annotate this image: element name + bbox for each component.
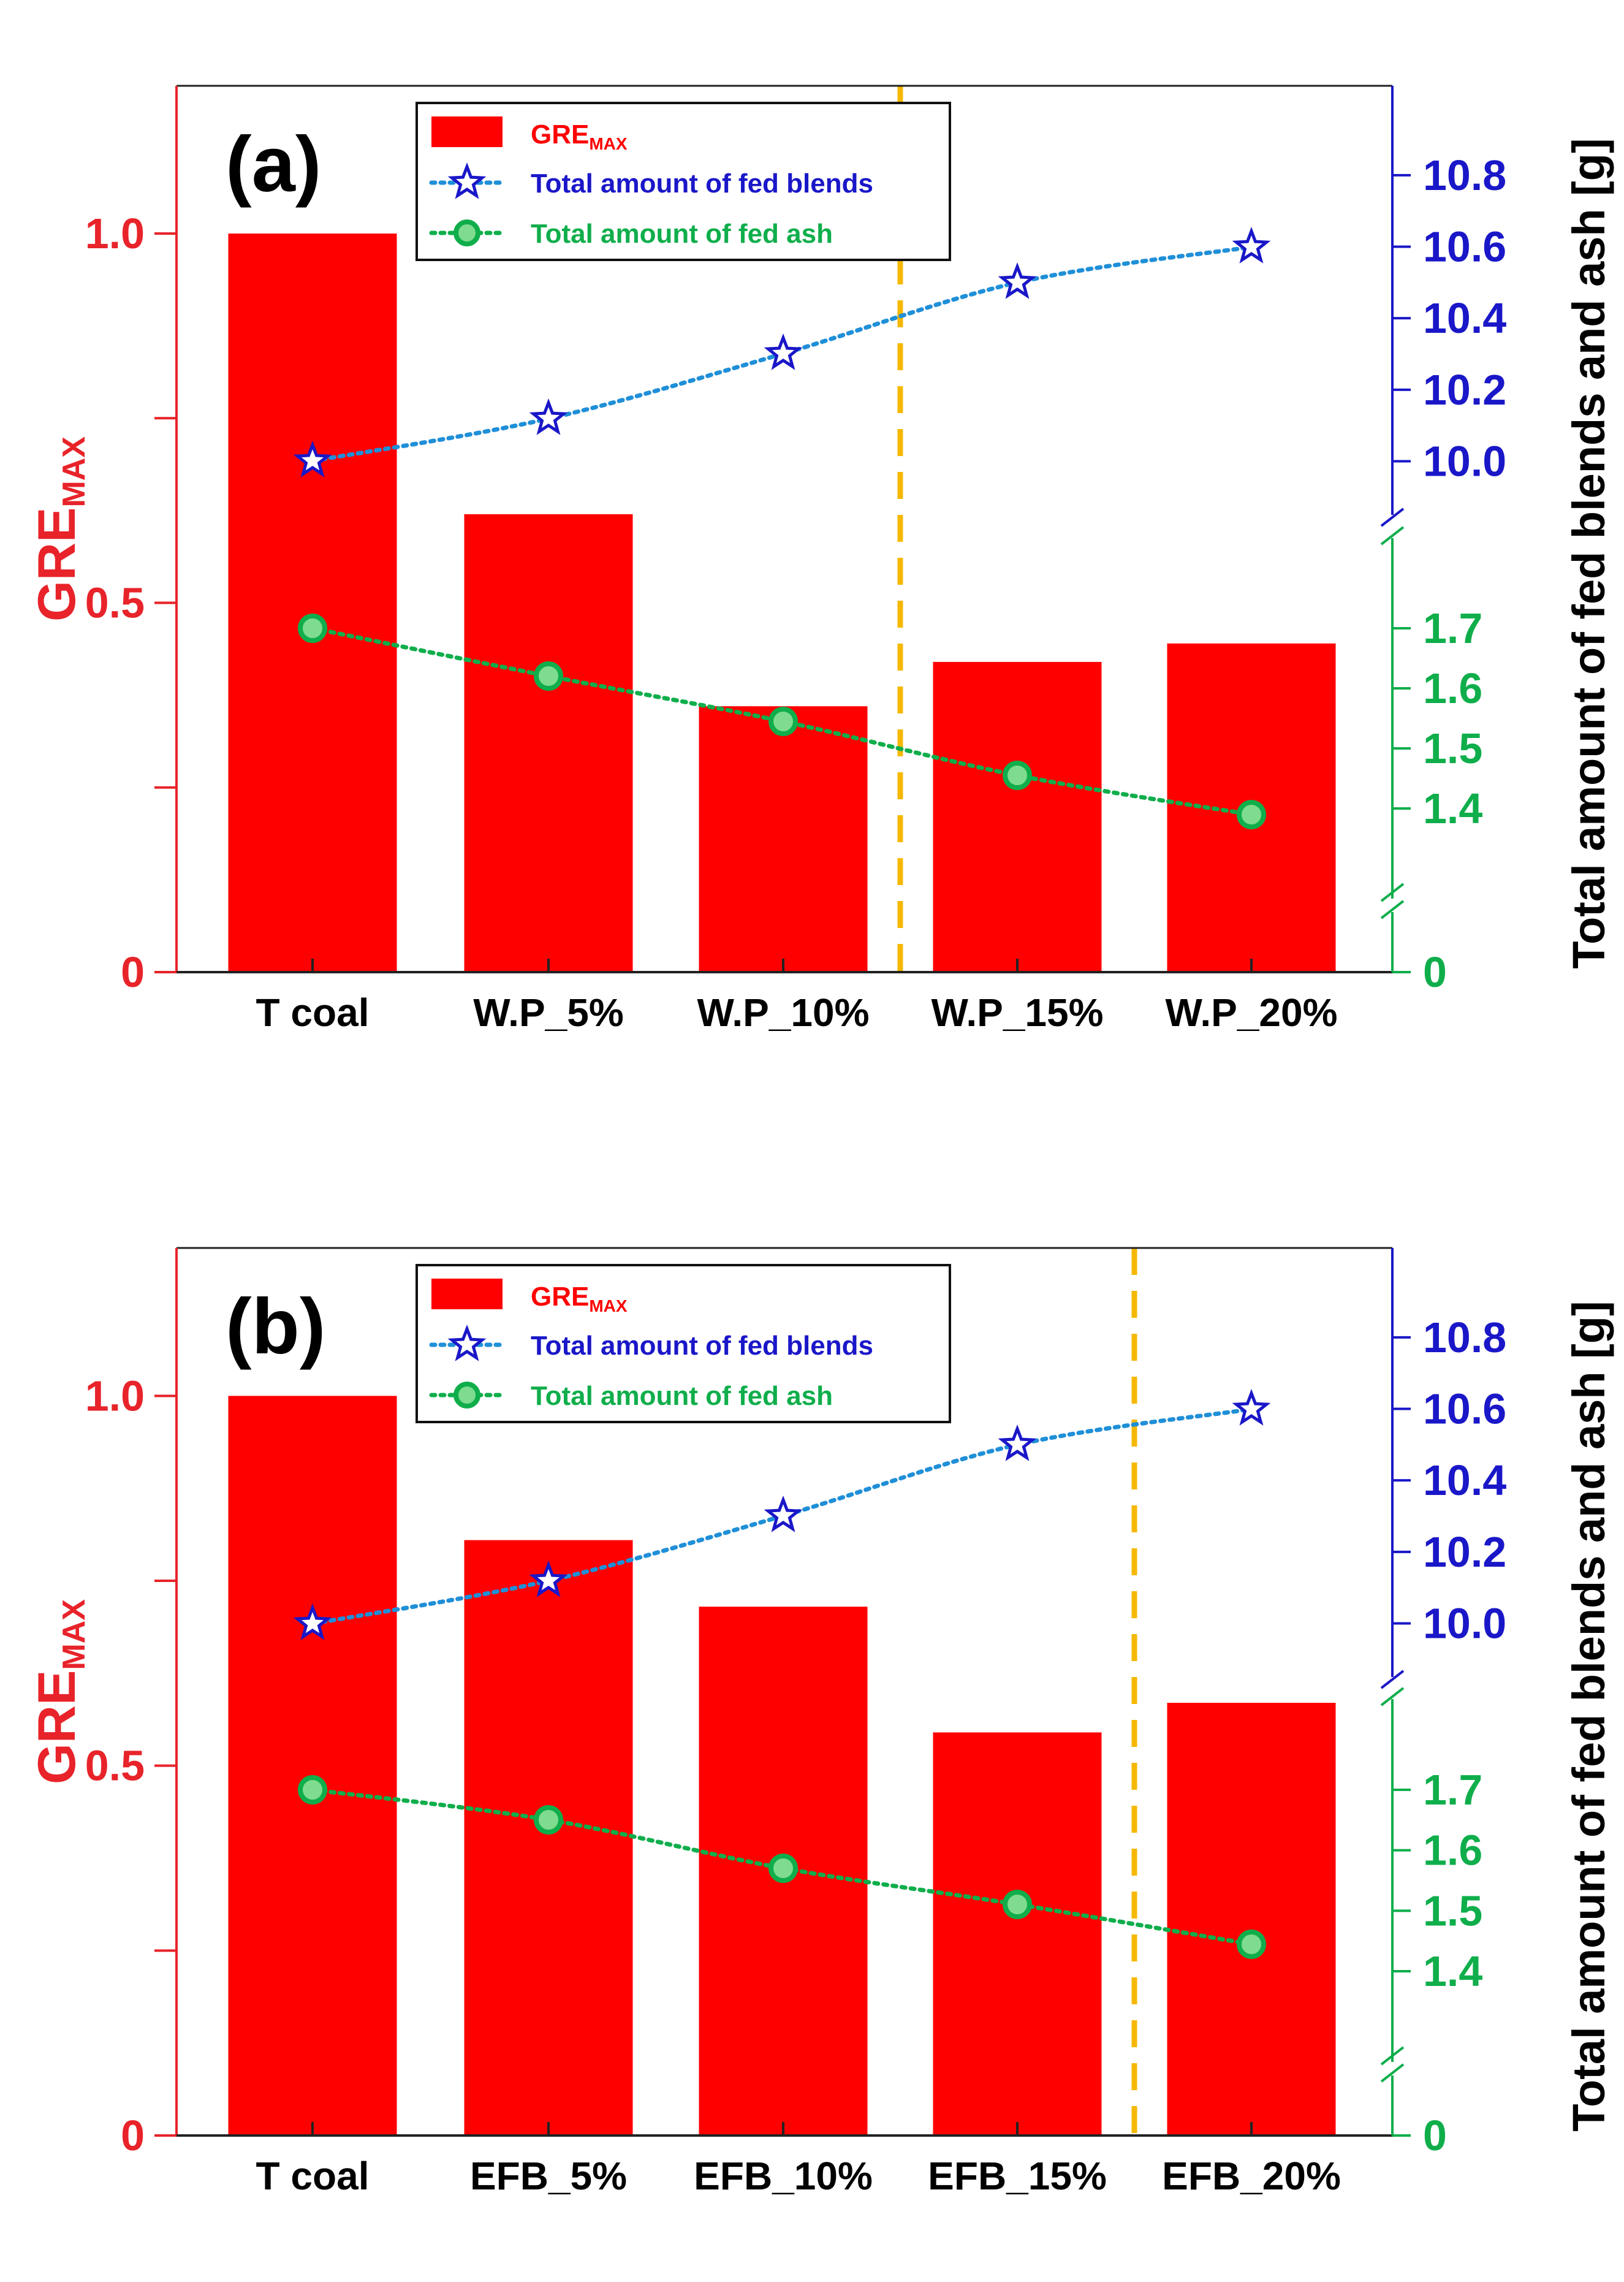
right-upper-axis-tick-label: 10.4: [1423, 1456, 1506, 1504]
right-lower-axis-zero-label: 0: [1423, 2112, 1447, 2159]
ash-circle-marker: [298, 614, 327, 643]
legend-entry-blends: Total amount of fed blends: [531, 1331, 873, 1361]
right-upper-axis-tick-label: 10.0: [1423, 1600, 1506, 1648]
right-upper-axis-tick-label: 10.4: [1423, 294, 1506, 342]
axis-break-mark: [1380, 900, 1405, 919]
gre-max-bar: [464, 514, 633, 972]
blends-star-marker: [998, 262, 1037, 299]
ash-circle-marker: [1003, 761, 1032, 790]
right-upper-axis-tick-label: 10.8: [1423, 1314, 1506, 1361]
gre-max-bar: [1167, 1703, 1336, 2136]
legend-bar-swatch: [431, 116, 503, 147]
blends-star-marker: [764, 333, 803, 370]
right-axis-title: Total amount of fed blends and ash [g]: [1563, 138, 1614, 968]
x-axis-tick-label: W.P_20%: [1165, 991, 1337, 1035]
blends-star-marker: [1232, 1388, 1271, 1426]
right-lower-axis-tick-label: 1.7: [1423, 604, 1482, 652]
blends-star-marker: [998, 1424, 1037, 1461]
blends-star-marker: [529, 1560, 568, 1597]
chart-panel-b: 0 0.5 1.0 GREMAX T coal EFB_5% EFB_10% EFB_15% E…: [28, 1247, 1614, 2198]
ash-circle-marker: [1003, 1890, 1032, 1919]
ash-circle-marker: [298, 1775, 327, 1805]
x-axis-tick-label: EFB_15%: [928, 2154, 1107, 2198]
right-lower-axis-tick-label: 1.5: [1423, 1887, 1482, 1934]
x-axis-tick-label: T coal: [256, 991, 370, 1035]
panel-label: (a): [226, 121, 321, 208]
gre-max-bar: [464, 1540, 633, 2136]
gre-max-bar: [933, 1732, 1102, 2136]
x-axis-tick-label: W.P_10%: [697, 991, 869, 1035]
blends-star-marker: [293, 440, 332, 477]
legend-entry-ash: Total amount of fed ash: [531, 219, 833, 249]
gre-max-bar: [933, 661, 1102, 972]
legend-star-marker: [447, 162, 487, 199]
left-axis-tick-label: 0: [121, 2112, 145, 2159]
ash-circle-marker: [534, 1805, 563, 1835]
x-axis-tick-label: EFB_10%: [694, 2154, 873, 2198]
left-axis-tick-label: 0: [121, 948, 145, 996]
legend-circle-marker: [453, 1382, 480, 1409]
legend-entry-ash: Total amount of fed ash: [531, 1381, 833, 1411]
left-axis-tick-label: 1.0: [85, 210, 145, 257]
x-axis-tick-label: EFB_5%: [470, 2154, 627, 2198]
ash-circle-marker: [1237, 800, 1266, 829]
legend-box: [415, 102, 951, 261]
axis-break-mark: [1380, 883, 1405, 902]
right-lower-axis-tick-label: 1.5: [1423, 725, 1482, 772]
panel-label: (b): [226, 1283, 325, 1371]
right-lower-axis-tick-label: 1.7: [1423, 1766, 1482, 1814]
right-lower-axis-zero-label: 0: [1423, 948, 1447, 996]
axis-break-mark: [1380, 1670, 1405, 1689]
blends-star-marker: [529, 398, 568, 435]
axis-break-mark: [1380, 2063, 1405, 2083]
left-axis-tick-label: 0.5: [85, 579, 145, 627]
x-axis-tick-label: T coal: [256, 2154, 370, 2198]
axis-break-mark: [1380, 2046, 1405, 2066]
left-axis-tick-label: 1.0: [85, 1372, 145, 1420]
right-upper-axis-tick-label: 10.0: [1423, 438, 1506, 485]
axis-break-mark: [1380, 1687, 1405, 1706]
x-axis-tick-label: W.P_15%: [931, 991, 1103, 1035]
x-axis-tick-label: W.P_5%: [473, 991, 623, 1035]
x-axis-tick-label: EFB_20%: [1162, 2154, 1341, 2198]
legend-entry-gre-max: GREMAX: [531, 120, 628, 153]
ash-circle-marker: [768, 1854, 798, 1883]
right-lower-axis-tick-label: 1.4: [1423, 1947, 1482, 1995]
ash-circle-marker: [534, 661, 563, 691]
left-axis-title: GREMAX: [28, 436, 92, 622]
legend-circle-marker: [453, 219, 480, 246]
blends-star-marker: [293, 1603, 332, 1640]
gre-max-bar: [228, 234, 397, 972]
legend-bar-swatch: [431, 1279, 503, 1309]
axis-break-mark: [1380, 526, 1405, 546]
legend-box: [415, 1264, 951, 1423]
right-lower-axis-tick-label: 1.6: [1423, 1827, 1482, 1874]
axis-break-mark: [1380, 508, 1405, 527]
right-axis-title: Total amount of fed blends and ash [g]: [1563, 1301, 1614, 2131]
right-upper-axis-tick-label: 10.8: [1423, 151, 1506, 199]
ash-circle-marker: [768, 707, 798, 736]
legend-entry-gre-max: GREMAX: [531, 1282, 628, 1315]
right-lower-axis-tick-label: 1.4: [1423, 785, 1482, 832]
right-upper-axis-tick-label: 10.6: [1423, 1385, 1506, 1433]
left-axis-tick-label: 0.5: [85, 1742, 145, 1790]
right-upper-axis-tick-label: 10.2: [1423, 1528, 1506, 1576]
legend-star-marker: [447, 1324, 487, 1361]
blends-star-marker: [1232, 226, 1271, 264]
legend-entry-blends: Total amount of fed blends: [531, 169, 873, 199]
right-upper-axis-tick-label: 10.6: [1423, 223, 1506, 271]
left-axis-title: GREMAX: [28, 1599, 92, 1784]
gre-max-bar: [699, 706, 868, 972]
ash-circle-marker: [1237, 1930, 1266, 1959]
blends-star-marker: [764, 1495, 803, 1532]
chart-panel-a: 0 0.5 1.0 GREMAX T coal W.P_5% W.P_10% W.P_15% W…: [28, 85, 1614, 1035]
gre-max-bar: [228, 1396, 397, 2136]
right-upper-axis-tick-label: 10.2: [1423, 366, 1506, 414]
right-lower-axis-tick-label: 1.6: [1423, 664, 1482, 712]
